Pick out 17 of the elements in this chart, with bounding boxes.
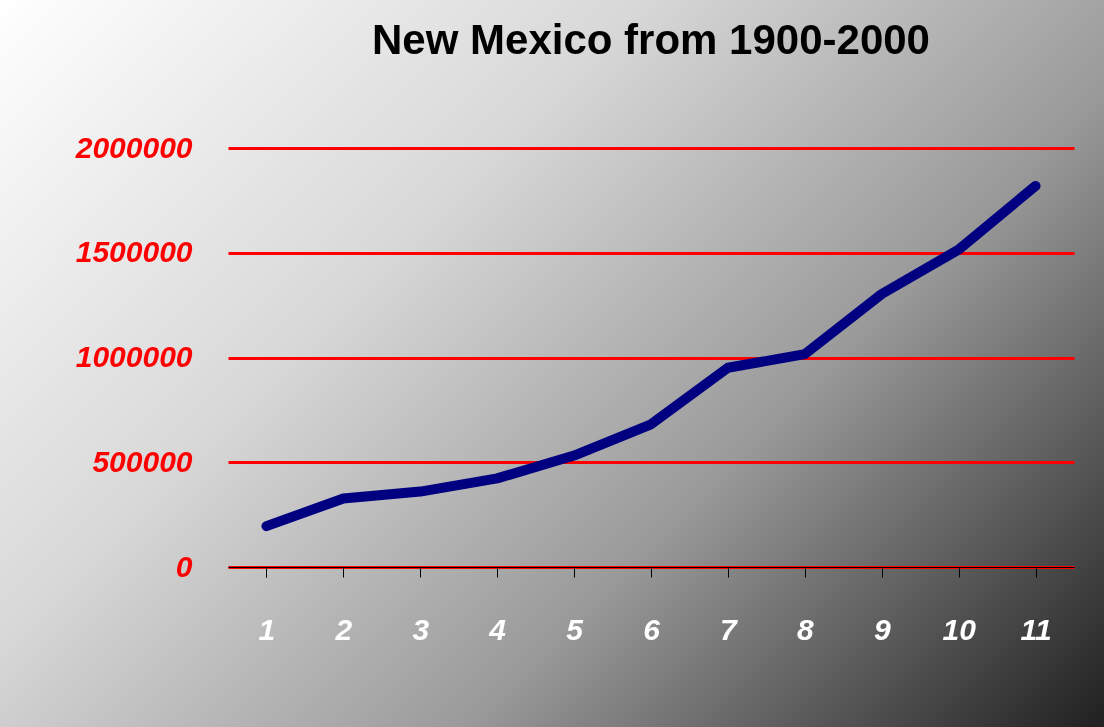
y-tick-label: 0	[175, 549, 193, 583]
x-tick-label: 3	[412, 612, 430, 646]
y-tick-label: 2000000	[74, 130, 193, 164]
x-tick-label: 5	[566, 612, 585, 646]
y-tick-label: 1000000	[75, 340, 193, 373]
x-tick-label: 1	[258, 612, 276, 646]
x-tick-label: 10	[942, 612, 977, 646]
y-tick-label: 1500000	[75, 235, 193, 269]
x-tick-label: 9	[873, 612, 891, 646]
x-tick-label: 4	[488, 612, 507, 646]
x-tick-label: 2	[334, 612, 353, 646]
x-tick-label: 11	[1020, 612, 1052, 646]
x-tick-label: 8	[796, 612, 814, 646]
y-tick-label: 500000	[92, 444, 193, 478]
x-tick-label: 6	[643, 612, 661, 646]
chart-title: New Mexico from 1900-2000	[372, 16, 930, 63]
x-tick-label: 7	[720, 612, 739, 646]
